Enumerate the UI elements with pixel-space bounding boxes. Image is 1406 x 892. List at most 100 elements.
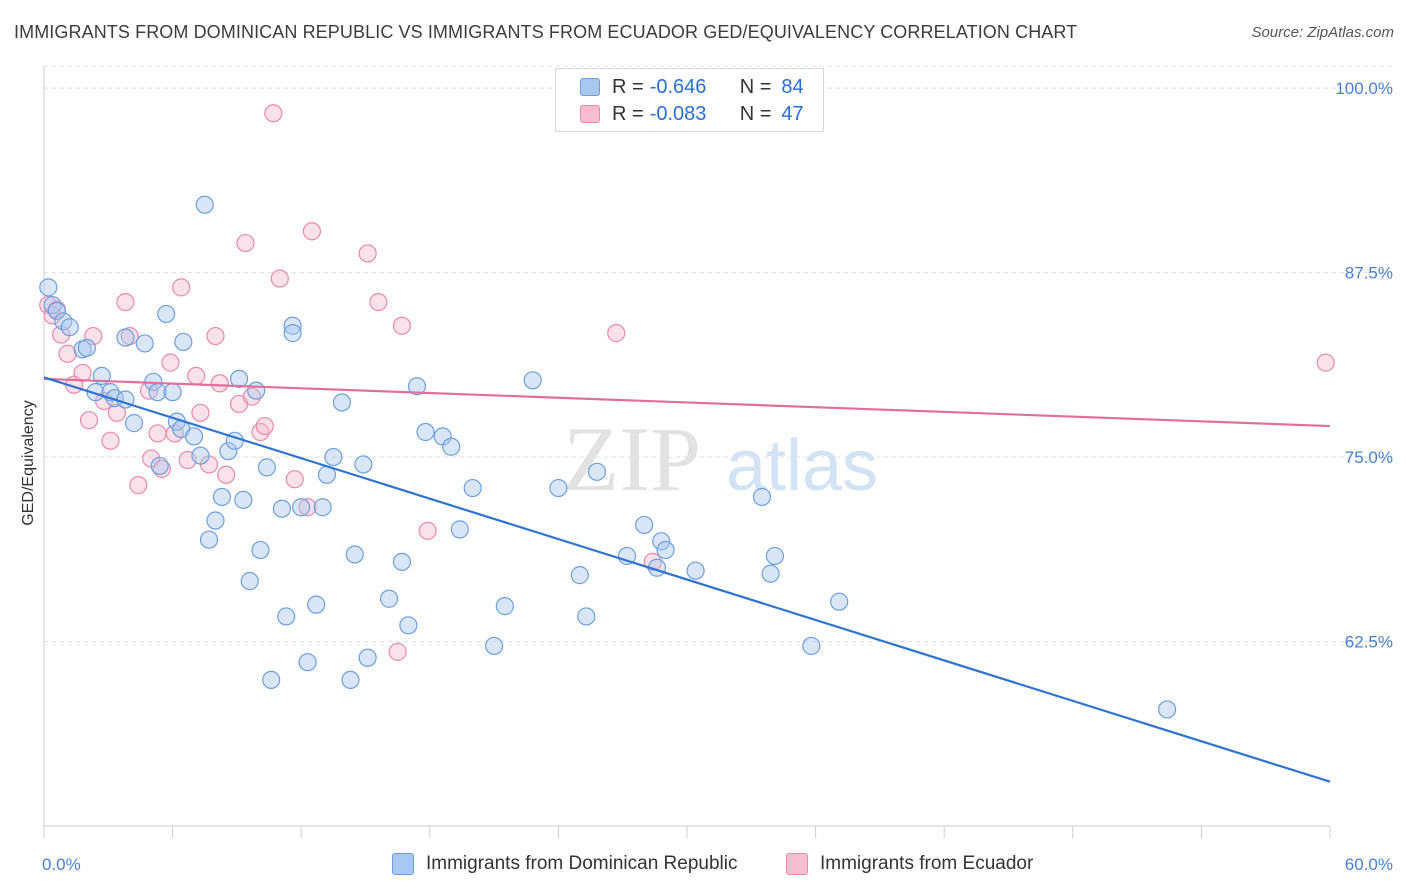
dominican-point	[219, 442, 238, 461]
x-tick-label: 0.0%	[42, 855, 81, 874]
dominican-point	[212, 487, 231, 507]
dominican-point	[345, 545, 364, 564]
dominican-point	[39, 278, 58, 297]
dominican-point	[635, 515, 654, 535]
ecuador-point	[116, 293, 135, 312]
watermark: ZIP atlas	[563, 408, 878, 510]
ecuador-point	[236, 233, 255, 253]
x-tick-labels: 0.0% 60.0%	[42, 855, 1393, 874]
dominican-point	[150, 456, 169, 476]
ecuador-point	[101, 431, 120, 450]
ecuador-point	[191, 403, 210, 422]
ecuador-point	[264, 104, 283, 123]
y-tick-label: 62.5%	[1345, 633, 1393, 652]
ecuador-point	[358, 244, 377, 263]
legend-row-ecuador: R = -0.083 N = 47	[580, 102, 804, 126]
dominican-point	[570, 566, 589, 585]
dominican-point	[247, 381, 266, 400]
axes	[43, 66, 1331, 838]
ecuador-point	[172, 278, 191, 297]
dominican-point	[802, 636, 821, 656]
ecuador-trendline	[43, 377, 1331, 428]
dominican-point	[354, 455, 373, 474]
dominican-point	[416, 422, 435, 442]
dominican-trendline	[43, 376, 1331, 783]
dominican-point	[277, 607, 296, 626]
x-tick-label: 60.0%	[1345, 855, 1393, 874]
series-ecuador-points	[39, 104, 1335, 661]
legend-n-value-dominican: 84	[781, 75, 804, 98]
ecuador-point	[210, 374, 229, 393]
dominican-point	[652, 532, 671, 551]
ecuador-point	[255, 416, 274, 436]
dominican-point	[124, 414, 144, 433]
ecuador-point	[392, 316, 412, 335]
dominican-point	[407, 377, 427, 396]
dominican-point	[206, 511, 225, 530]
bottom-legend-ecuador: Immigrants from Ecuador	[786, 852, 1033, 876]
chart-title: IMMIGRANTS FROM DOMINICAN REPUBLIC VS IM…	[14, 22, 1078, 42]
dominican-point	[283, 324, 302, 343]
dominican-point	[257, 458, 277, 477]
dominican-point	[761, 564, 780, 583]
ecuador-point	[152, 459, 171, 478]
ecuador-point	[107, 403, 126, 422]
dominican-point	[313, 498, 332, 517]
ecuador-point	[285, 470, 304, 489]
bottom-legend-label-ecuador: Immigrants from Ecuador	[820, 853, 1034, 874]
dominican-point	[523, 371, 542, 390]
ecuador-point	[388, 642, 407, 661]
dominican-point	[195, 195, 214, 214]
source-credit: Source: ZipAtlas.com	[1251, 24, 1394, 41]
dominican-point	[463, 478, 482, 498]
dominican-point	[686, 561, 705, 580]
legend-swatch-ecuador	[580, 105, 600, 123]
dominican-point	[163, 383, 182, 402]
dominican-point	[229, 369, 249, 388]
ecuador-point	[302, 222, 322, 241]
dominican-point	[86, 383, 105, 402]
legend-n-value-ecuador: 47	[781, 102, 804, 125]
ecuador-point	[187, 366, 206, 386]
dominican-point	[234, 490, 253, 509]
ecuador-point	[1316, 353, 1335, 372]
ecuador-point	[270, 269, 289, 288]
dominican-point	[358, 648, 377, 667]
dominican-point	[199, 530, 219, 549]
dominican-point	[485, 636, 504, 656]
y-tick-label: 75.0%	[1345, 448, 1393, 467]
dominican-point	[442, 437, 461, 456]
ecuador-point	[369, 293, 388, 312]
dominican-point	[830, 592, 849, 611]
correlation-legend: R = -0.646 N = 84 R = -0.083 N = 47	[555, 68, 824, 132]
ecuador-point	[607, 324, 626, 343]
dominican-point	[191, 446, 210, 465]
ecuador-point	[73, 363, 92, 383]
dominican-point	[587, 462, 607, 481]
ecuador-point	[298, 498, 317, 517]
ecuador-point	[84, 326, 103, 346]
dominican-point	[392, 552, 412, 571]
bottom-legend-swatch-ecuador	[786, 853, 808, 875]
y-tick-labels: 100.0% 87.5% 75.0% 62.5%	[1335, 79, 1393, 651]
legend-n-label: N =	[739, 102, 772, 125]
y-axis-label: GED/Equivalency	[20, 400, 37, 525]
dominican-point	[77, 338, 96, 357]
legend-swatch-dominican	[580, 78, 600, 96]
ecuador-point	[418, 521, 437, 540]
ecuador-point	[148, 424, 167, 443]
dominican-point	[292, 498, 311, 517]
dominican-point	[1158, 700, 1177, 719]
dominican-point	[184, 427, 204, 446]
watermark-zip: ZIP	[563, 408, 701, 510]
y-tick-label: 100.0%	[1335, 79, 1393, 98]
bottom-legend-dominican: Immigrants from Dominican Republic	[392, 852, 738, 876]
dominican-point	[157, 304, 176, 324]
ecuador-point	[79, 411, 99, 430]
ecuador-point	[58, 344, 77, 363]
legend-r-value-dominican: -0.646	[649, 75, 707, 98]
dominican-point	[324, 447, 343, 467]
dominican-point	[240, 571, 259, 591]
legend-r-label: R =	[612, 75, 644, 98]
